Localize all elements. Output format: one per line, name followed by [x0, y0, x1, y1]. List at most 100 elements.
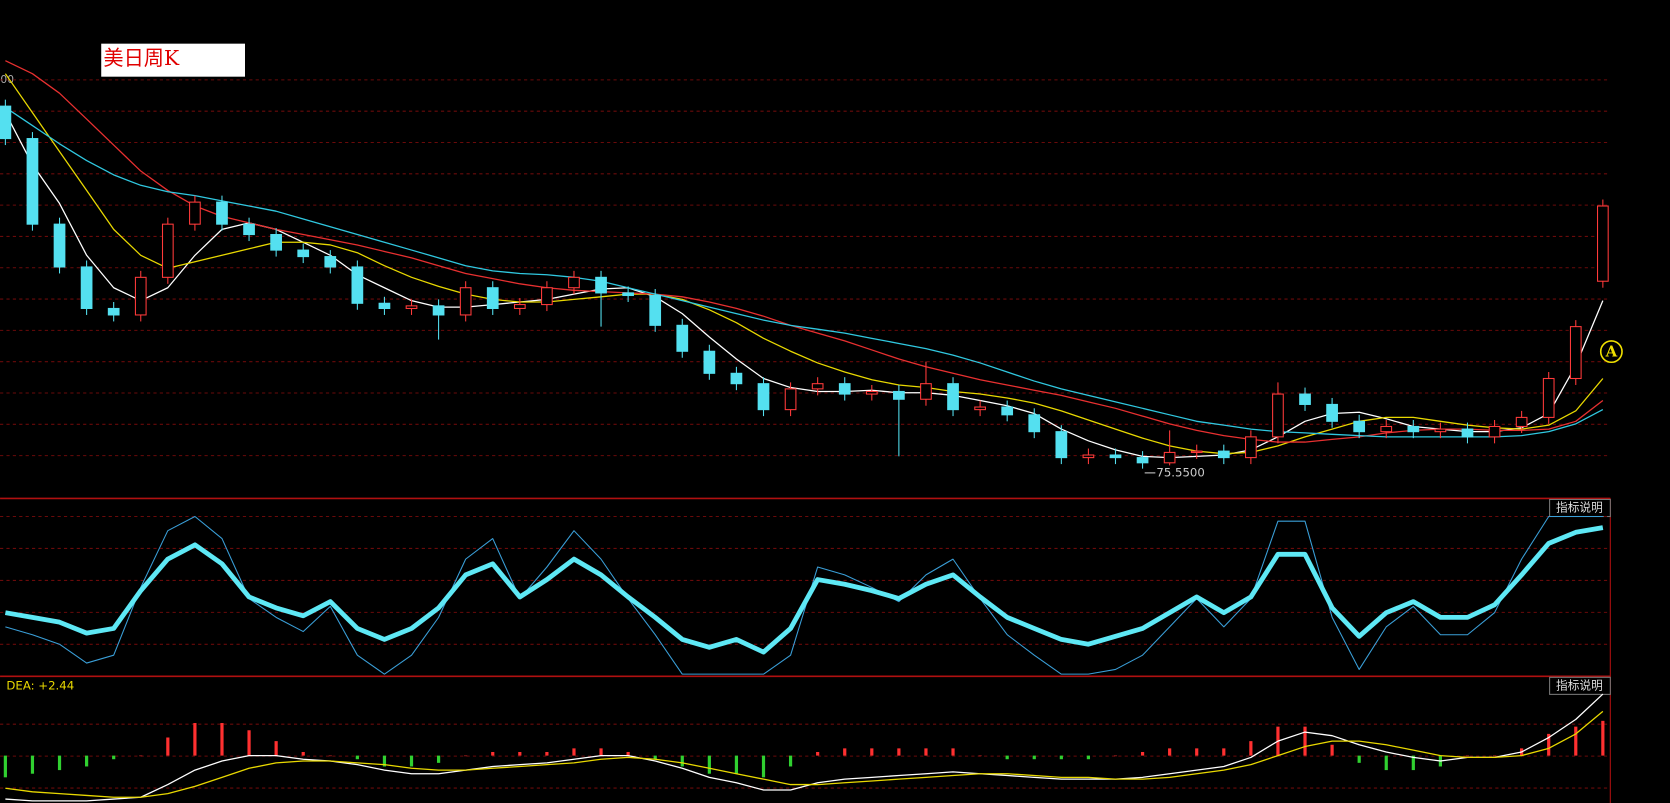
- macd-bar: [166, 737, 170, 756]
- macd-bar: [545, 751, 549, 756]
- candle-body: [676, 324, 689, 352]
- candle-body: [1380, 425, 1393, 433]
- macd-bar: [1249, 741, 1253, 756]
- candle-body: [513, 304, 526, 309]
- candle-body: [1272, 393, 1284, 438]
- macd-bar: [382, 755, 387, 767]
- candle-body: [1542, 377, 1555, 418]
- line-series: [4, 525, 1604, 655]
- chart-title: 美日周K: [103, 46, 180, 70]
- candle-body: [486, 287, 499, 309]
- macd-bar: [1222, 748, 1226, 756]
- marker-circle: [1599, 340, 1623, 364]
- macd-bar: [1303, 726, 1307, 756]
- candle-body: [920, 383, 932, 400]
- button-label[interactable]: 指标说明: [1556, 678, 1603, 692]
- indicator-button[interactable]: [1549, 676, 1611, 695]
- candle-body: [1245, 436, 1257, 459]
- candle-body: [1190, 450, 1203, 453]
- candle-body: [811, 383, 824, 390]
- macd-bar: [1005, 755, 1009, 760]
- macd-bar: [518, 751, 522, 756]
- macd-bar: [1357, 755, 1361, 763]
- macd-bar: [653, 755, 657, 760]
- candle-body: [1055, 431, 1068, 459]
- macd-bar: [870, 748, 874, 756]
- candle-body: [838, 383, 851, 395]
- candle-body: [595, 276, 607, 294]
- macd-bar: [951, 748, 955, 756]
- candle-body: [703, 350, 716, 374]
- macd-bar: [788, 755, 793, 767]
- candle-body: [730, 372, 743, 385]
- macd-bar: [1547, 733, 1551, 756]
- macd-bar: [1601, 720, 1605, 756]
- macd-bar: [1168, 748, 1172, 756]
- candle-body: [1001, 406, 1014, 416]
- low-label: 75.5500: [1156, 465, 1204, 479]
- candle-body: [1136, 457, 1149, 464]
- macd-bar: [1384, 755, 1388, 771]
- candle-body: [107, 307, 120, 316]
- macd-bar: [464, 755, 468, 757]
- candle-body: [568, 276, 580, 289]
- candle-body: [1434, 428, 1447, 433]
- macd-bar: [328, 755, 332, 757]
- candle-body: [1326, 403, 1338, 422]
- candle-body: [1488, 425, 1501, 438]
- candle-body: [405, 305, 418, 309]
- candle-body: [0, 105, 12, 140]
- candle-body: [974, 406, 986, 411]
- macd-bar: [1492, 755, 1497, 757]
- macd-bar: [57, 755, 62, 771]
- candle-body: [1163, 451, 1176, 464]
- candle-body: [649, 294, 662, 326]
- candle-body: [432, 305, 445, 316]
- candle-body: [270, 234, 282, 251]
- candle-body: [757, 383, 770, 411]
- candle-body: [1461, 428, 1474, 438]
- candle-body: [161, 223, 174, 278]
- candle-body: [459, 287, 472, 316]
- macd-bar: [1195, 748, 1199, 756]
- macd-bar: [897, 748, 901, 756]
- macd-bar: [491, 751, 495, 756]
- macd-bar: [30, 755, 35, 774]
- candle-body: [53, 223, 66, 268]
- macd-bar: [1059, 755, 1063, 760]
- button-label[interactable]: 指标说明: [1556, 500, 1603, 514]
- candle-body: [893, 390, 905, 400]
- macd-bar: [680, 755, 684, 767]
- macd-bar: [1032, 755, 1036, 760]
- candle-body: [1407, 425, 1420, 433]
- macd-bar: [112, 755, 116, 760]
- candle-body: [1515, 416, 1528, 428]
- macd-bar: [599, 748, 603, 756]
- macd-bar: [761, 755, 766, 778]
- macd-bar: [85, 755, 89, 767]
- macd-bar: [816, 751, 820, 756]
- macd-bar: [3, 755, 7, 778]
- macd-bar: [707, 755, 711, 774]
- candle-body: [1109, 454, 1122, 459]
- candle-body: [378, 302, 391, 309]
- line-series: [5, 515, 1603, 675]
- macd-bar: [220, 723, 224, 756]
- macd-bar: [1411, 755, 1415, 771]
- macd-bar: [572, 748, 576, 756]
- candle-body: [865, 390, 878, 395]
- macd-bar: [247, 730, 251, 756]
- macd-bar: [1086, 755, 1091, 760]
- macd-bar: [193, 723, 197, 756]
- candle-body: [134, 276, 147, 316]
- candle-body: [1353, 420, 1366, 433]
- macd-bar: [626, 751, 630, 756]
- macd-bar: [139, 755, 143, 757]
- candle-body: [216, 201, 228, 225]
- macd-bar: [1140, 751, 1145, 756]
- candle-body: [1082, 454, 1095, 459]
- candle-body: [1028, 414, 1041, 433]
- candle-body: [351, 266, 364, 304]
